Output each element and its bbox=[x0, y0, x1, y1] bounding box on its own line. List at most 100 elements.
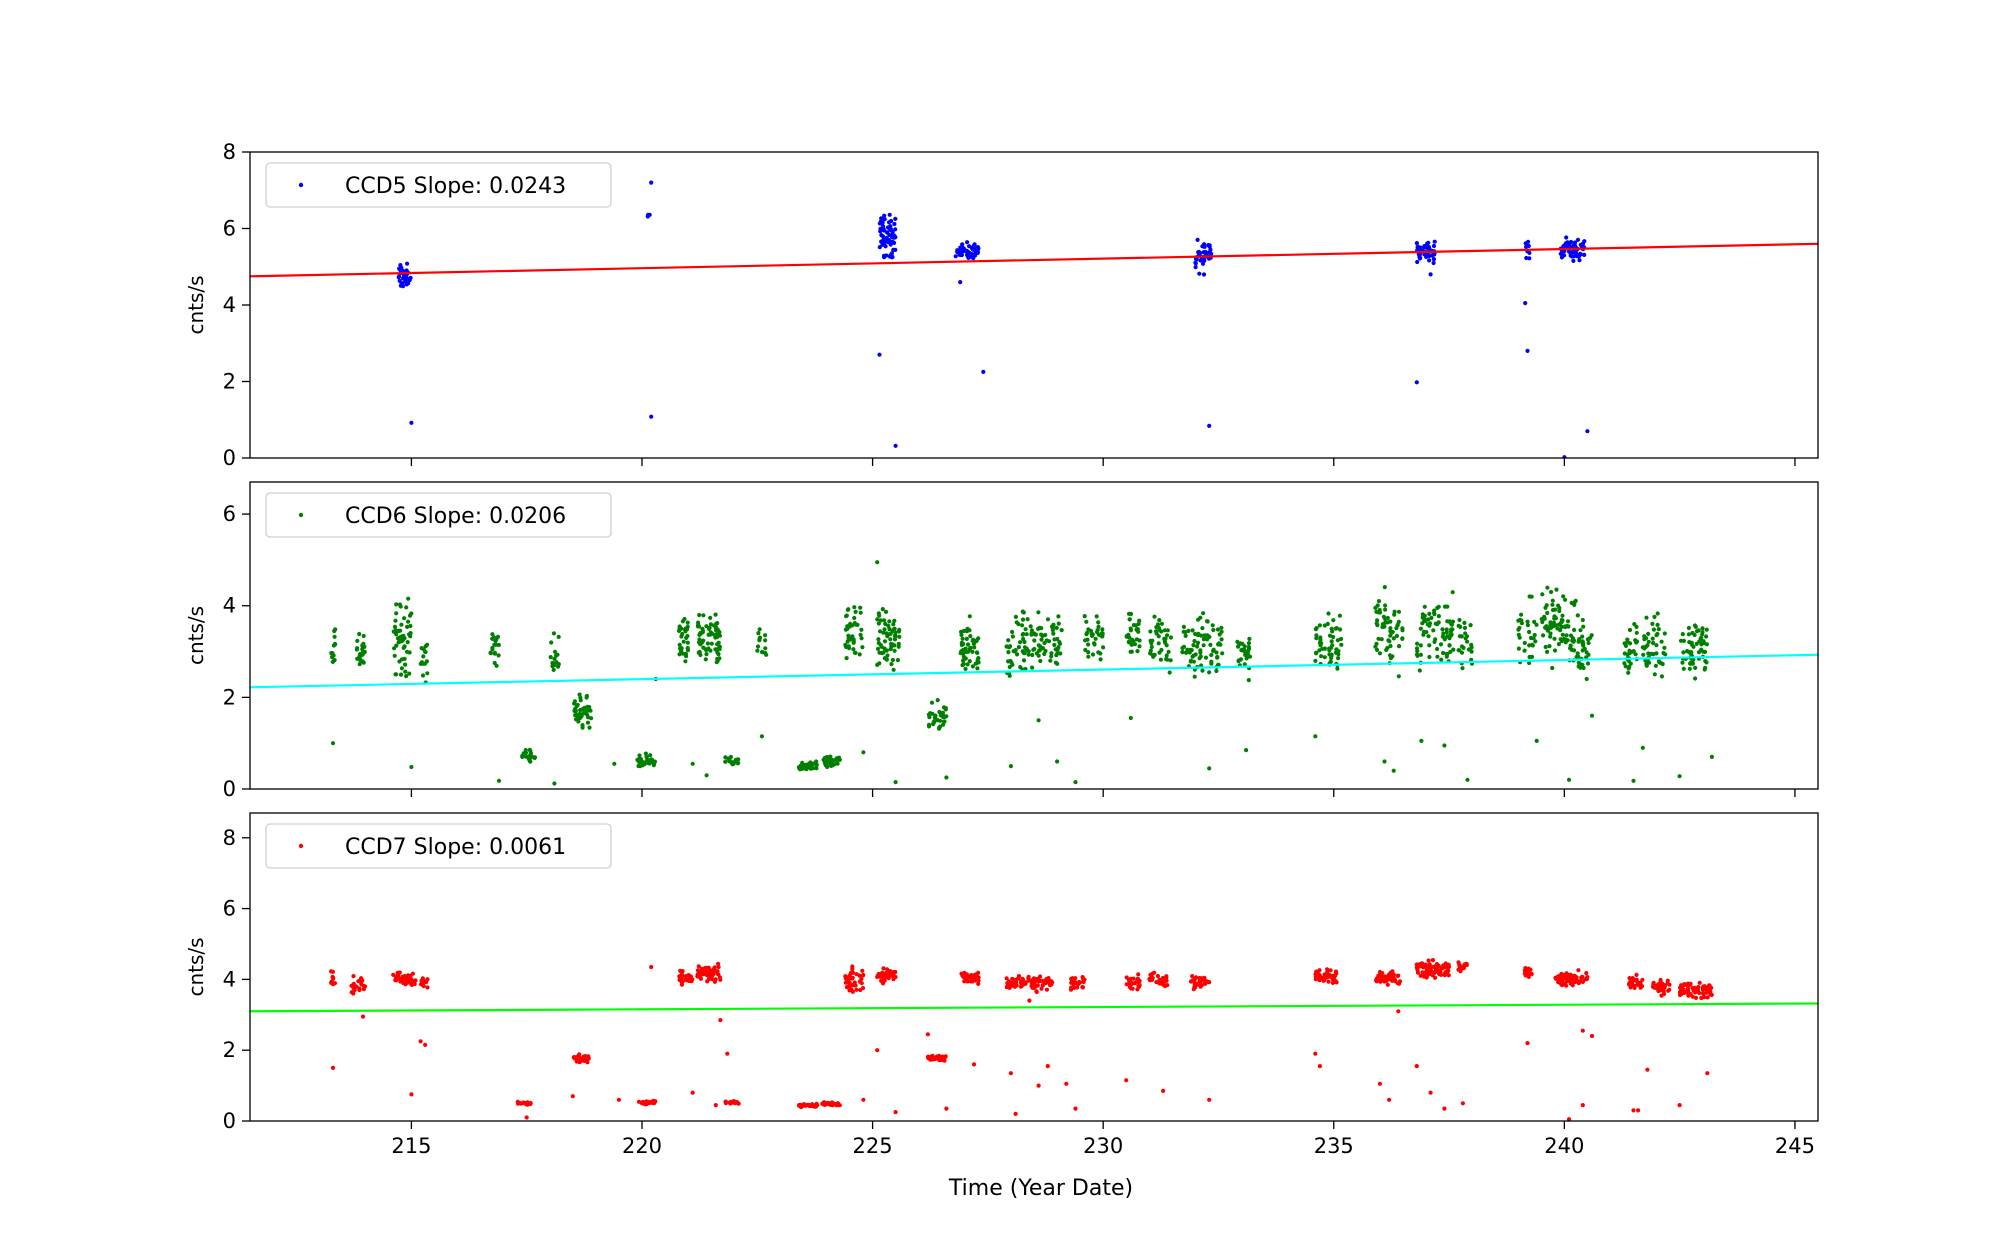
data-point bbox=[1039, 986, 1044, 991]
data-point bbox=[495, 634, 501, 639]
data-point bbox=[1195, 640, 1201, 646]
legend-marker bbox=[298, 182, 304, 188]
data-point bbox=[1426, 634, 1431, 639]
plot-area bbox=[250, 560, 1818, 786]
data-point bbox=[879, 644, 884, 649]
data-point bbox=[1557, 608, 1562, 614]
data-point bbox=[408, 634, 413, 639]
data-point bbox=[1148, 648, 1153, 653]
data-point bbox=[1021, 636, 1026, 642]
data-point bbox=[1415, 641, 1420, 646]
data-point bbox=[1549, 589, 1554, 595]
data-point bbox=[355, 638, 360, 644]
data-point bbox=[1680, 660, 1685, 665]
data-point bbox=[881, 630, 886, 635]
data-point bbox=[1703, 659, 1708, 664]
data-point bbox=[1191, 643, 1196, 648]
data-point bbox=[1016, 645, 1022, 650]
data-point bbox=[1627, 627, 1633, 633]
data-point bbox=[1397, 644, 1402, 649]
data-point bbox=[1127, 635, 1132, 640]
data-point bbox=[1054, 625, 1059, 631]
data-point bbox=[1207, 766, 1212, 771]
data-point bbox=[880, 607, 885, 612]
data-point bbox=[492, 637, 497, 642]
data-point bbox=[1039, 632, 1044, 637]
data-point bbox=[1543, 605, 1548, 610]
data-point bbox=[1196, 250, 1201, 255]
x-tick-label: 220 bbox=[622, 1134, 662, 1158]
data-point bbox=[1423, 619, 1428, 624]
data-point bbox=[797, 1103, 802, 1108]
data-point bbox=[1631, 1108, 1636, 1113]
data-point bbox=[1246, 641, 1251, 646]
data-point bbox=[717, 975, 723, 980]
data-point bbox=[891, 977, 896, 982]
data-point bbox=[1548, 634, 1553, 639]
x-tick-label: 245 bbox=[1775, 1134, 1815, 1158]
data-point bbox=[882, 242, 887, 247]
data-point bbox=[351, 974, 356, 979]
data-point bbox=[1056, 614, 1061, 619]
data-point bbox=[1201, 643, 1206, 648]
data-point bbox=[1006, 659, 1011, 664]
data-point bbox=[1426, 245, 1431, 250]
data-point bbox=[1373, 605, 1378, 611]
data-point bbox=[1082, 614, 1087, 619]
data-point bbox=[1572, 627, 1577, 633]
data-point bbox=[1086, 627, 1091, 632]
data-point bbox=[407, 671, 412, 676]
data-point bbox=[859, 981, 864, 986]
data-point bbox=[408, 623, 413, 629]
data-point bbox=[1209, 661, 1214, 666]
data-point bbox=[1523, 301, 1528, 306]
data-point bbox=[1048, 658, 1053, 663]
data-point bbox=[877, 629, 883, 634]
legend: CCD6 Slope: 0.0206 bbox=[265, 492, 612, 538]
data-point bbox=[1396, 973, 1401, 978]
data-point bbox=[588, 708, 593, 713]
data-point bbox=[1519, 618, 1524, 623]
data-point bbox=[885, 225, 891, 230]
data-point bbox=[1576, 968, 1581, 973]
data-point bbox=[1646, 639, 1651, 645]
data-point bbox=[400, 281, 405, 286]
data-point bbox=[723, 755, 728, 760]
data-point bbox=[964, 636, 969, 642]
data-point bbox=[1440, 966, 1445, 971]
data-point bbox=[550, 660, 555, 666]
data-point bbox=[1197, 982, 1202, 987]
data-point bbox=[891, 622, 896, 627]
data-point bbox=[1388, 626, 1393, 631]
data-point bbox=[975, 650, 980, 656]
data-point bbox=[1532, 619, 1537, 625]
data-point bbox=[697, 649, 702, 655]
data-point bbox=[928, 711, 933, 716]
data-point bbox=[1247, 636, 1252, 642]
panel-3: 215 220 225 230 235 240 245 0 2 4 6 8 cnts/s CCD7 Slo… bbox=[184, 812, 1819, 1158]
data-point bbox=[1462, 625, 1468, 631]
data-point bbox=[1522, 640, 1527, 646]
data-point bbox=[1417, 668, 1422, 673]
data-point bbox=[1396, 609, 1402, 614]
data-point bbox=[355, 646, 360, 651]
data-point bbox=[1200, 244, 1205, 249]
data-point bbox=[1704, 627, 1709, 632]
data-point bbox=[1056, 645, 1061, 650]
data-point bbox=[896, 641, 901, 647]
data-point bbox=[1440, 627, 1445, 632]
data-point bbox=[1686, 988, 1691, 994]
data-point bbox=[1193, 261, 1198, 266]
data-point bbox=[1702, 995, 1707, 1000]
data-point bbox=[1586, 652, 1591, 657]
data-point bbox=[1634, 630, 1639, 635]
data-point bbox=[357, 654, 362, 659]
data-point bbox=[409, 980, 414, 985]
data-point bbox=[1168, 635, 1174, 640]
data-point bbox=[1073, 981, 1078, 986]
data-point bbox=[1644, 663, 1649, 668]
data-point bbox=[1550, 607, 1556, 613]
data-point bbox=[1443, 961, 1448, 966]
data-point bbox=[351, 991, 356, 996]
data-point bbox=[1378, 979, 1383, 984]
